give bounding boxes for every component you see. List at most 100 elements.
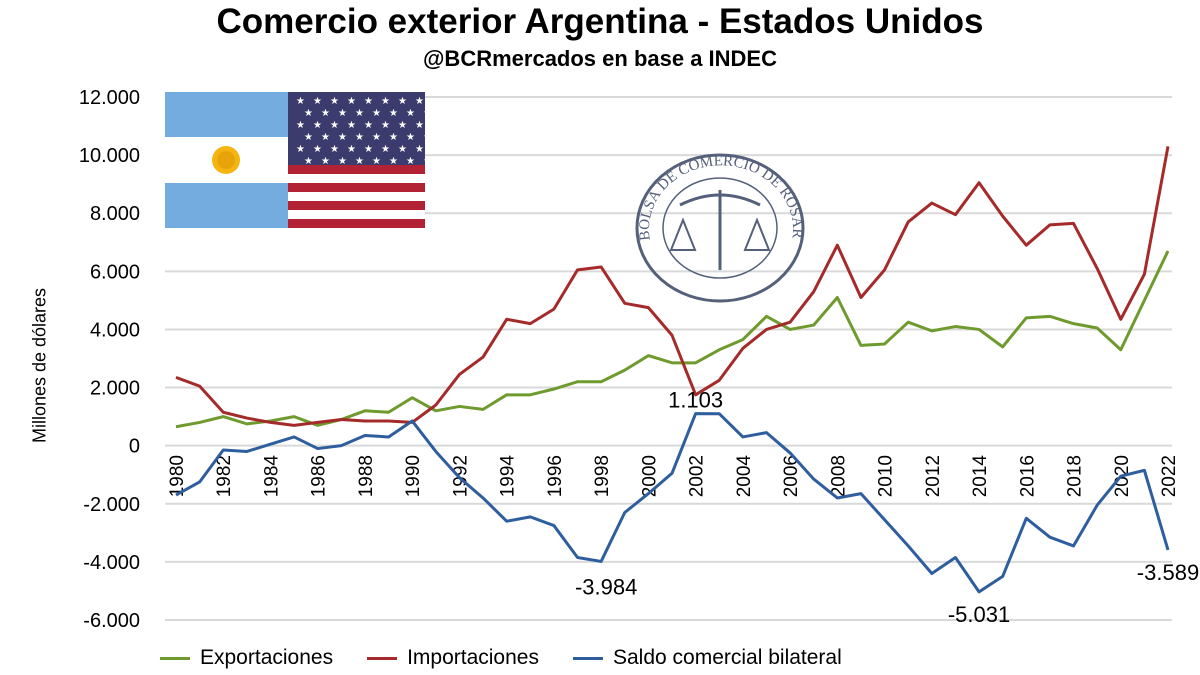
- wings-icon: [679, 193, 761, 207]
- star-icon: ★: [338, 108, 347, 119]
- star-icon: ★: [415, 120, 424, 131]
- star-icon: ★: [415, 144, 424, 155]
- star-icon: ★: [304, 132, 313, 143]
- star-icon: ★: [381, 144, 390, 155]
- us-flag-stripe: [288, 201, 425, 210]
- legend-label: Importaciones: [407, 646, 539, 669]
- y-tick-label: -2.000: [83, 494, 140, 516]
- us-flag-stripe: [288, 165, 425, 174]
- star-icon: ★: [313, 96, 322, 107]
- star-icon: ★: [381, 120, 390, 131]
- star-icon: ★: [372, 108, 381, 119]
- x-tick-label: 2002: [687, 455, 708, 497]
- star-icon: ★: [347, 144, 356, 155]
- star-icon: ★: [398, 144, 407, 155]
- star-icon: ★: [372, 132, 381, 143]
- series-line-saldo-comercial-bilateral: [175, 412, 1170, 594]
- us-flag-stripe: [288, 174, 425, 183]
- argentina-flag-band: [165, 183, 288, 228]
- legend: Exportaciones Importaciones Saldo comerc…: [160, 646, 876, 670]
- y-axis-label: Millones de dólares: [29, 287, 50, 444]
- star-icon: ★: [406, 156, 415, 167]
- flags-image: ★ ★ ★ ★ ★ ★ ★ ★★ ★ ★ ★ ★ ★ ★ ★★ ★ ★ ★ ★ ★ ★ ★★ ★ ★ ★ ★ ★ ★ ★★ ★ ★ ★ ★ ★ ★ ★…: [165, 92, 432, 228]
- star-icon: ★: [330, 144, 339, 155]
- x-tick-label: 2014: [970, 455, 991, 498]
- x-tick-label: 2016: [1017, 455, 1038, 497]
- star-icon: ★: [330, 120, 339, 131]
- legend-swatch: [367, 656, 398, 660]
- x-tick-label: 1986: [309, 455, 330, 497]
- x-tick-label: 2010: [876, 455, 897, 497]
- legend-item-importaciones: Importaciones: [367, 646, 539, 670]
- argentina-flag-band: [165, 92, 288, 137]
- star-icon: ★: [321, 132, 330, 143]
- y-tick-label: 10.000: [79, 145, 140, 167]
- star-icon: ★: [398, 120, 407, 131]
- star-icon: ★: [296, 120, 305, 131]
- seal-ring: [662, 177, 778, 279]
- legend-label: Saldo comercial bilateral: [612, 646, 842, 669]
- star-icon: ★: [423, 132, 432, 143]
- seal-ring: [635, 153, 805, 303]
- star-icon: ★: [338, 156, 347, 167]
- x-tick-label: 1990: [403, 455, 424, 497]
- y-tick-label: 0: [129, 436, 140, 458]
- y-tick-label: -6.000: [83, 610, 140, 632]
- x-tick-label: 2008: [828, 455, 849, 497]
- star-icon: ★: [347, 96, 356, 107]
- sun-of-may-icon: [217, 151, 235, 169]
- star-icon: ★: [321, 156, 330, 167]
- x-tick-label: 1992: [450, 455, 471, 497]
- data-label: 1.103: [668, 388, 723, 413]
- x-tick-label: 2004: [734, 455, 755, 498]
- x-tick-label: 2022: [1159, 455, 1180, 497]
- star-icon: ★: [423, 108, 432, 119]
- star-icon: ★: [372, 156, 381, 167]
- star-icon: ★: [355, 156, 364, 167]
- star-icon: ★: [415, 96, 424, 107]
- star-icon: ★: [347, 120, 356, 131]
- star-icon: ★: [423, 156, 432, 167]
- scales-icon: [669, 217, 771, 251]
- data-label: -5.031: [948, 602, 1010, 627]
- star-icon: ★: [321, 108, 330, 119]
- us-flag-stripe: [288, 219, 425, 228]
- legend-label: Exportaciones: [200, 646, 334, 669]
- star-icon: ★: [381, 96, 390, 107]
- data-label: -3.589: [1137, 560, 1199, 585]
- star-icon: ★: [389, 156, 398, 167]
- star-icon: ★: [330, 96, 339, 107]
- x-tick-label: 1984: [261, 455, 282, 498]
- y-tick-label: -4.000: [83, 552, 140, 574]
- legend-swatch: [572, 656, 603, 660]
- legend-item-exportaciones: Exportaciones: [160, 646, 333, 670]
- star-icon: ★: [364, 96, 373, 107]
- x-tick-label: 2006: [781, 455, 802, 497]
- x-tick-label: 1982: [214, 455, 235, 497]
- star-icon: ★: [364, 120, 373, 131]
- star-icon: ★: [296, 144, 305, 155]
- star-icon: ★: [304, 108, 313, 119]
- star-icon: ★: [338, 132, 347, 143]
- star-icon: ★: [296, 96, 305, 107]
- star-icon: ★: [355, 132, 364, 143]
- x-tick-label: 2012: [923, 455, 944, 497]
- x-tick-label: 1988: [356, 455, 377, 497]
- legend-swatch: [160, 656, 190, 660]
- star-icon: ★: [406, 108, 415, 119]
- star-icon: ★: [398, 96, 407, 107]
- star-icon: ★: [389, 108, 398, 119]
- y-tick-label: 6.000: [90, 261, 140, 283]
- y-tick-label: 4.000: [90, 319, 140, 341]
- y-tick-label: 2.000: [90, 378, 140, 400]
- chart-title: Comercio exterior Argentina - Estados Un…: [216, 2, 984, 41]
- star-icon: ★: [304, 156, 313, 167]
- us-flag-canton: [288, 92, 425, 165]
- star-icon: ★: [355, 108, 364, 119]
- legend-item-saldo: Saldo comercial bilateral: [572, 646, 842, 670]
- x-tick-label: 1980: [167, 455, 188, 497]
- x-tick-label: 1994: [498, 455, 519, 498]
- y-tick-label: 8.000: [90, 203, 140, 225]
- star-icon: ★: [389, 132, 398, 143]
